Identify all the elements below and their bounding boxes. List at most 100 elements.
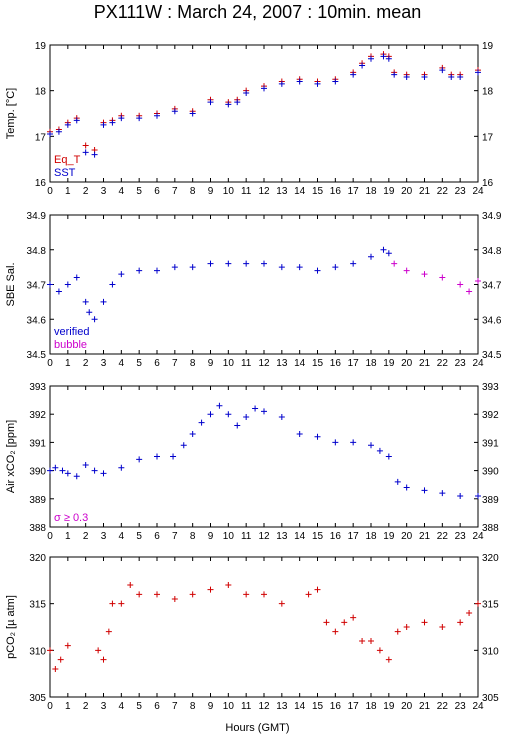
x-tick-label: 4 bbox=[119, 531, 125, 542]
data-point bbox=[332, 264, 339, 271]
data-point bbox=[314, 433, 321, 440]
x-tick-label: 24 bbox=[472, 531, 484, 542]
y-tick-label-right: 315 bbox=[482, 600, 499, 611]
panel-pco2: 0 1 2 3 4 5 6 7 8 9 10 11 12 13 14 15 16 17 18 19 20 21 22 23 24… bbox=[5, 553, 499, 712]
x-tick-label: 7 bbox=[172, 358, 178, 369]
data-point bbox=[278, 600, 285, 607]
x-tick-label: 24 bbox=[472, 701, 484, 712]
x-tick-label: 0 bbox=[47, 531, 53, 542]
data-point bbox=[47, 131, 53, 138]
y-tick-label-right: 305 bbox=[482, 693, 499, 704]
data-point bbox=[73, 117, 80, 124]
data-point bbox=[234, 422, 241, 429]
y-axis-label: pCO₂ [µ atm] bbox=[5, 595, 17, 659]
y-tick-label-right: 310 bbox=[482, 646, 499, 657]
data-point bbox=[86, 309, 93, 316]
legend-entry: SST bbox=[54, 167, 76, 179]
x-tick-label: 13 bbox=[276, 186, 288, 197]
data-point bbox=[118, 464, 125, 471]
data-point bbox=[136, 267, 143, 274]
y-tick-label-left: 34.6 bbox=[27, 315, 47, 326]
data-point bbox=[475, 492, 481, 499]
y-tick-label-right: 16 bbox=[482, 178, 494, 189]
x-tick-label: 10 bbox=[223, 531, 235, 542]
y-tick-label-left: 34.7 bbox=[27, 281, 47, 292]
data-point bbox=[341, 619, 348, 626]
data-point bbox=[448, 73, 455, 80]
y-tick-label-right: 34.7 bbox=[482, 281, 502, 292]
data-point bbox=[457, 619, 464, 626]
data-point bbox=[243, 260, 250, 267]
y-tick-label-left: 320 bbox=[29, 553, 46, 564]
data-point bbox=[278, 414, 285, 421]
data-point bbox=[305, 591, 312, 598]
y-tick-label-left: 392 bbox=[29, 410, 46, 421]
x-tick-label: 1 bbox=[65, 186, 71, 197]
y-tick-label-right: 393 bbox=[482, 382, 499, 393]
data-point bbox=[118, 600, 125, 607]
x-tick-label: 2 bbox=[83, 186, 89, 197]
data-point bbox=[261, 408, 267, 415]
data-point bbox=[198, 419, 205, 426]
data-point bbox=[82, 461, 89, 468]
x-tick-label: 22 bbox=[437, 701, 449, 712]
data-point bbox=[55, 128, 62, 135]
data-point bbox=[350, 614, 357, 621]
x-tick-label: 0 bbox=[47, 186, 53, 197]
x-tick-label: 13 bbox=[276, 358, 288, 369]
y-tick-label-left: 310 bbox=[29, 646, 46, 657]
x-tick-label: 7 bbox=[172, 531, 178, 542]
data-point bbox=[82, 298, 89, 305]
data-point bbox=[350, 439, 357, 446]
data-point bbox=[207, 586, 214, 593]
data-point bbox=[278, 80, 285, 87]
x-tick-label: 4 bbox=[119, 186, 125, 197]
data-point bbox=[475, 278, 481, 285]
x-tick-label: 6 bbox=[154, 186, 160, 197]
data-point bbox=[323, 619, 330, 626]
x-tick-label: 9 bbox=[208, 701, 214, 712]
data-point bbox=[109, 281, 116, 288]
data-point bbox=[466, 288, 473, 295]
y-tick-label-right: 388 bbox=[482, 523, 499, 534]
x-tick-label: 0 bbox=[47, 358, 53, 369]
x-tick-label: 14 bbox=[294, 186, 306, 197]
data-point bbox=[189, 430, 196, 437]
data-point bbox=[189, 591, 196, 598]
data-point bbox=[252, 405, 259, 412]
data-point bbox=[100, 656, 107, 663]
data-point bbox=[216, 402, 223, 409]
data-point bbox=[421, 619, 428, 626]
x-tick-label: 15 bbox=[312, 186, 324, 197]
x-tick-label: 4 bbox=[119, 701, 125, 712]
x-tick-label: 20 bbox=[401, 531, 413, 542]
x-tick-label: 21 bbox=[419, 531, 431, 542]
x-tick-label: 21 bbox=[419, 358, 431, 369]
data-point bbox=[170, 453, 177, 460]
x-tick-label: 10 bbox=[223, 186, 235, 197]
data-point bbox=[394, 478, 401, 485]
data-point bbox=[385, 55, 392, 62]
y-tick-label-right: 320 bbox=[482, 553, 499, 564]
data-point bbox=[109, 119, 116, 126]
y-axis-label: SBE Sal. bbox=[5, 262, 17, 306]
x-tick-label: 24 bbox=[472, 358, 484, 369]
data-point bbox=[332, 78, 339, 85]
y-tick-label-left: 19 bbox=[35, 41, 47, 52]
x-tick-label: 8 bbox=[190, 531, 196, 542]
x-tick-label: 1 bbox=[65, 358, 71, 369]
data-point bbox=[64, 121, 71, 128]
data-point bbox=[73, 274, 80, 281]
data-point bbox=[118, 115, 125, 122]
x-tick-label: 15 bbox=[312, 358, 324, 369]
y-tick-label-right: 390 bbox=[482, 467, 499, 478]
data-point bbox=[234, 99, 241, 106]
data-point bbox=[314, 80, 321, 87]
x-tick-label: 16 bbox=[330, 531, 342, 542]
y-tick-label-left: 388 bbox=[29, 523, 46, 534]
x-tick-label: 9 bbox=[208, 358, 214, 369]
data-point bbox=[359, 638, 366, 644]
data-point bbox=[118, 271, 125, 278]
x-axis-label: Hours (GMT) bbox=[225, 722, 290, 734]
x-tick-label: 21 bbox=[419, 186, 431, 197]
